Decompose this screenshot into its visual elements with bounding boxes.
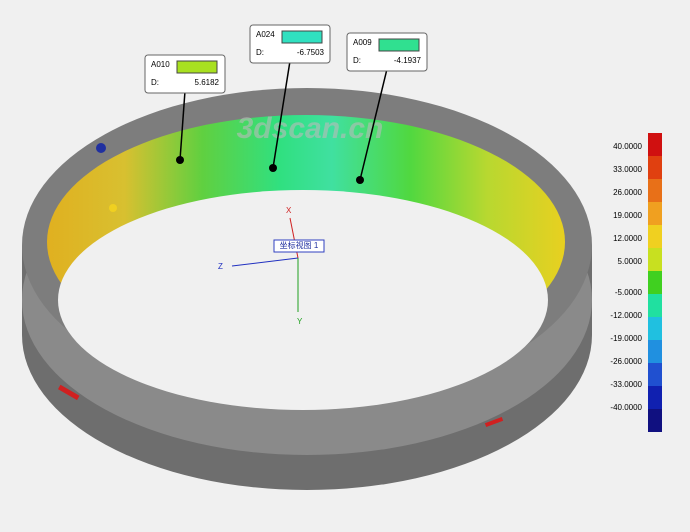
- legend-swatch: [648, 156, 662, 179]
- legend-swatch: [648, 248, 662, 271]
- legend-swatch: [648, 179, 662, 202]
- leader-dot: [356, 176, 364, 184]
- view-label: 坐标视图 1: [280, 240, 319, 250]
- legend-label: -40.0000: [610, 403, 642, 412]
- inner-hole: [58, 190, 548, 410]
- legend-swatch: [648, 294, 662, 317]
- callout-label: D:: [353, 56, 361, 65]
- legend-label: -19.0000: [610, 334, 642, 343]
- watermark: 3dscan.cn: [237, 112, 384, 145]
- callout-id: A024: [256, 30, 275, 39]
- callout-id: A010: [151, 60, 170, 69]
- legend-label: 12.0000: [613, 234, 642, 243]
- z-axis: [231, 257, 299, 267]
- legend-label: -5.0000: [615, 288, 643, 297]
- callout-value: -6.7503: [297, 48, 325, 57]
- leader-dot: [269, 164, 277, 172]
- callout-swatch: [176, 60, 218, 74]
- callout-swatch: [378, 38, 420, 52]
- marker: [96, 143, 106, 153]
- leader-line: [272, 60, 291, 169]
- callout-id: A009: [353, 38, 372, 47]
- legend-swatch: [648, 386, 662, 409]
- legend-label: 33.0000: [613, 165, 642, 174]
- legend-swatch: [648, 271, 662, 294]
- leader-line: [359, 68, 388, 181]
- legend-label: 26.0000: [613, 188, 642, 197]
- callout-swatch: [281, 30, 323, 44]
- legend-swatch: [648, 340, 662, 363]
- legend-swatch: [648, 317, 662, 340]
- legend-label: -26.0000: [610, 357, 642, 366]
- legend-label: -33.0000: [610, 380, 642, 389]
- view-label-box: [273, 239, 325, 253]
- legend-swatch: [648, 363, 662, 386]
- legend-swatch: [648, 202, 662, 225]
- callout-value: -4.1937: [394, 56, 422, 65]
- callout-label: D:: [256, 48, 264, 57]
- legend-swatch: [648, 409, 662, 432]
- x-axis-label: X: [286, 206, 292, 215]
- legend-swatch: [648, 225, 662, 248]
- leader-line: [179, 90, 186, 161]
- marker: [109, 204, 117, 212]
- leader-dot: [176, 156, 184, 164]
- legend-label: 19.0000: [613, 211, 642, 220]
- legend-label: 5.0000: [618, 257, 643, 266]
- color-legend: 40.0000 33.0000 26.0000 19.0000 12.0000 5.000…: [610, 133, 662, 432]
- callout-label: D:: [151, 78, 159, 87]
- z-axis-label: Z: [218, 262, 223, 271]
- y-axis-label: Y: [297, 317, 303, 326]
- defect: [57, 384, 80, 401]
- legend-label: -12.0000: [610, 311, 642, 320]
- callout-value: 5.6182: [195, 78, 220, 87]
- callouts: A010 D: 5.6182 A024 D: -6.7503 A009 D: -4.1937: [144, 24, 428, 184]
- legend-label: 40.0000: [613, 142, 642, 151]
- legend-swatch: [648, 133, 662, 156]
- defect: [484, 417, 504, 427]
